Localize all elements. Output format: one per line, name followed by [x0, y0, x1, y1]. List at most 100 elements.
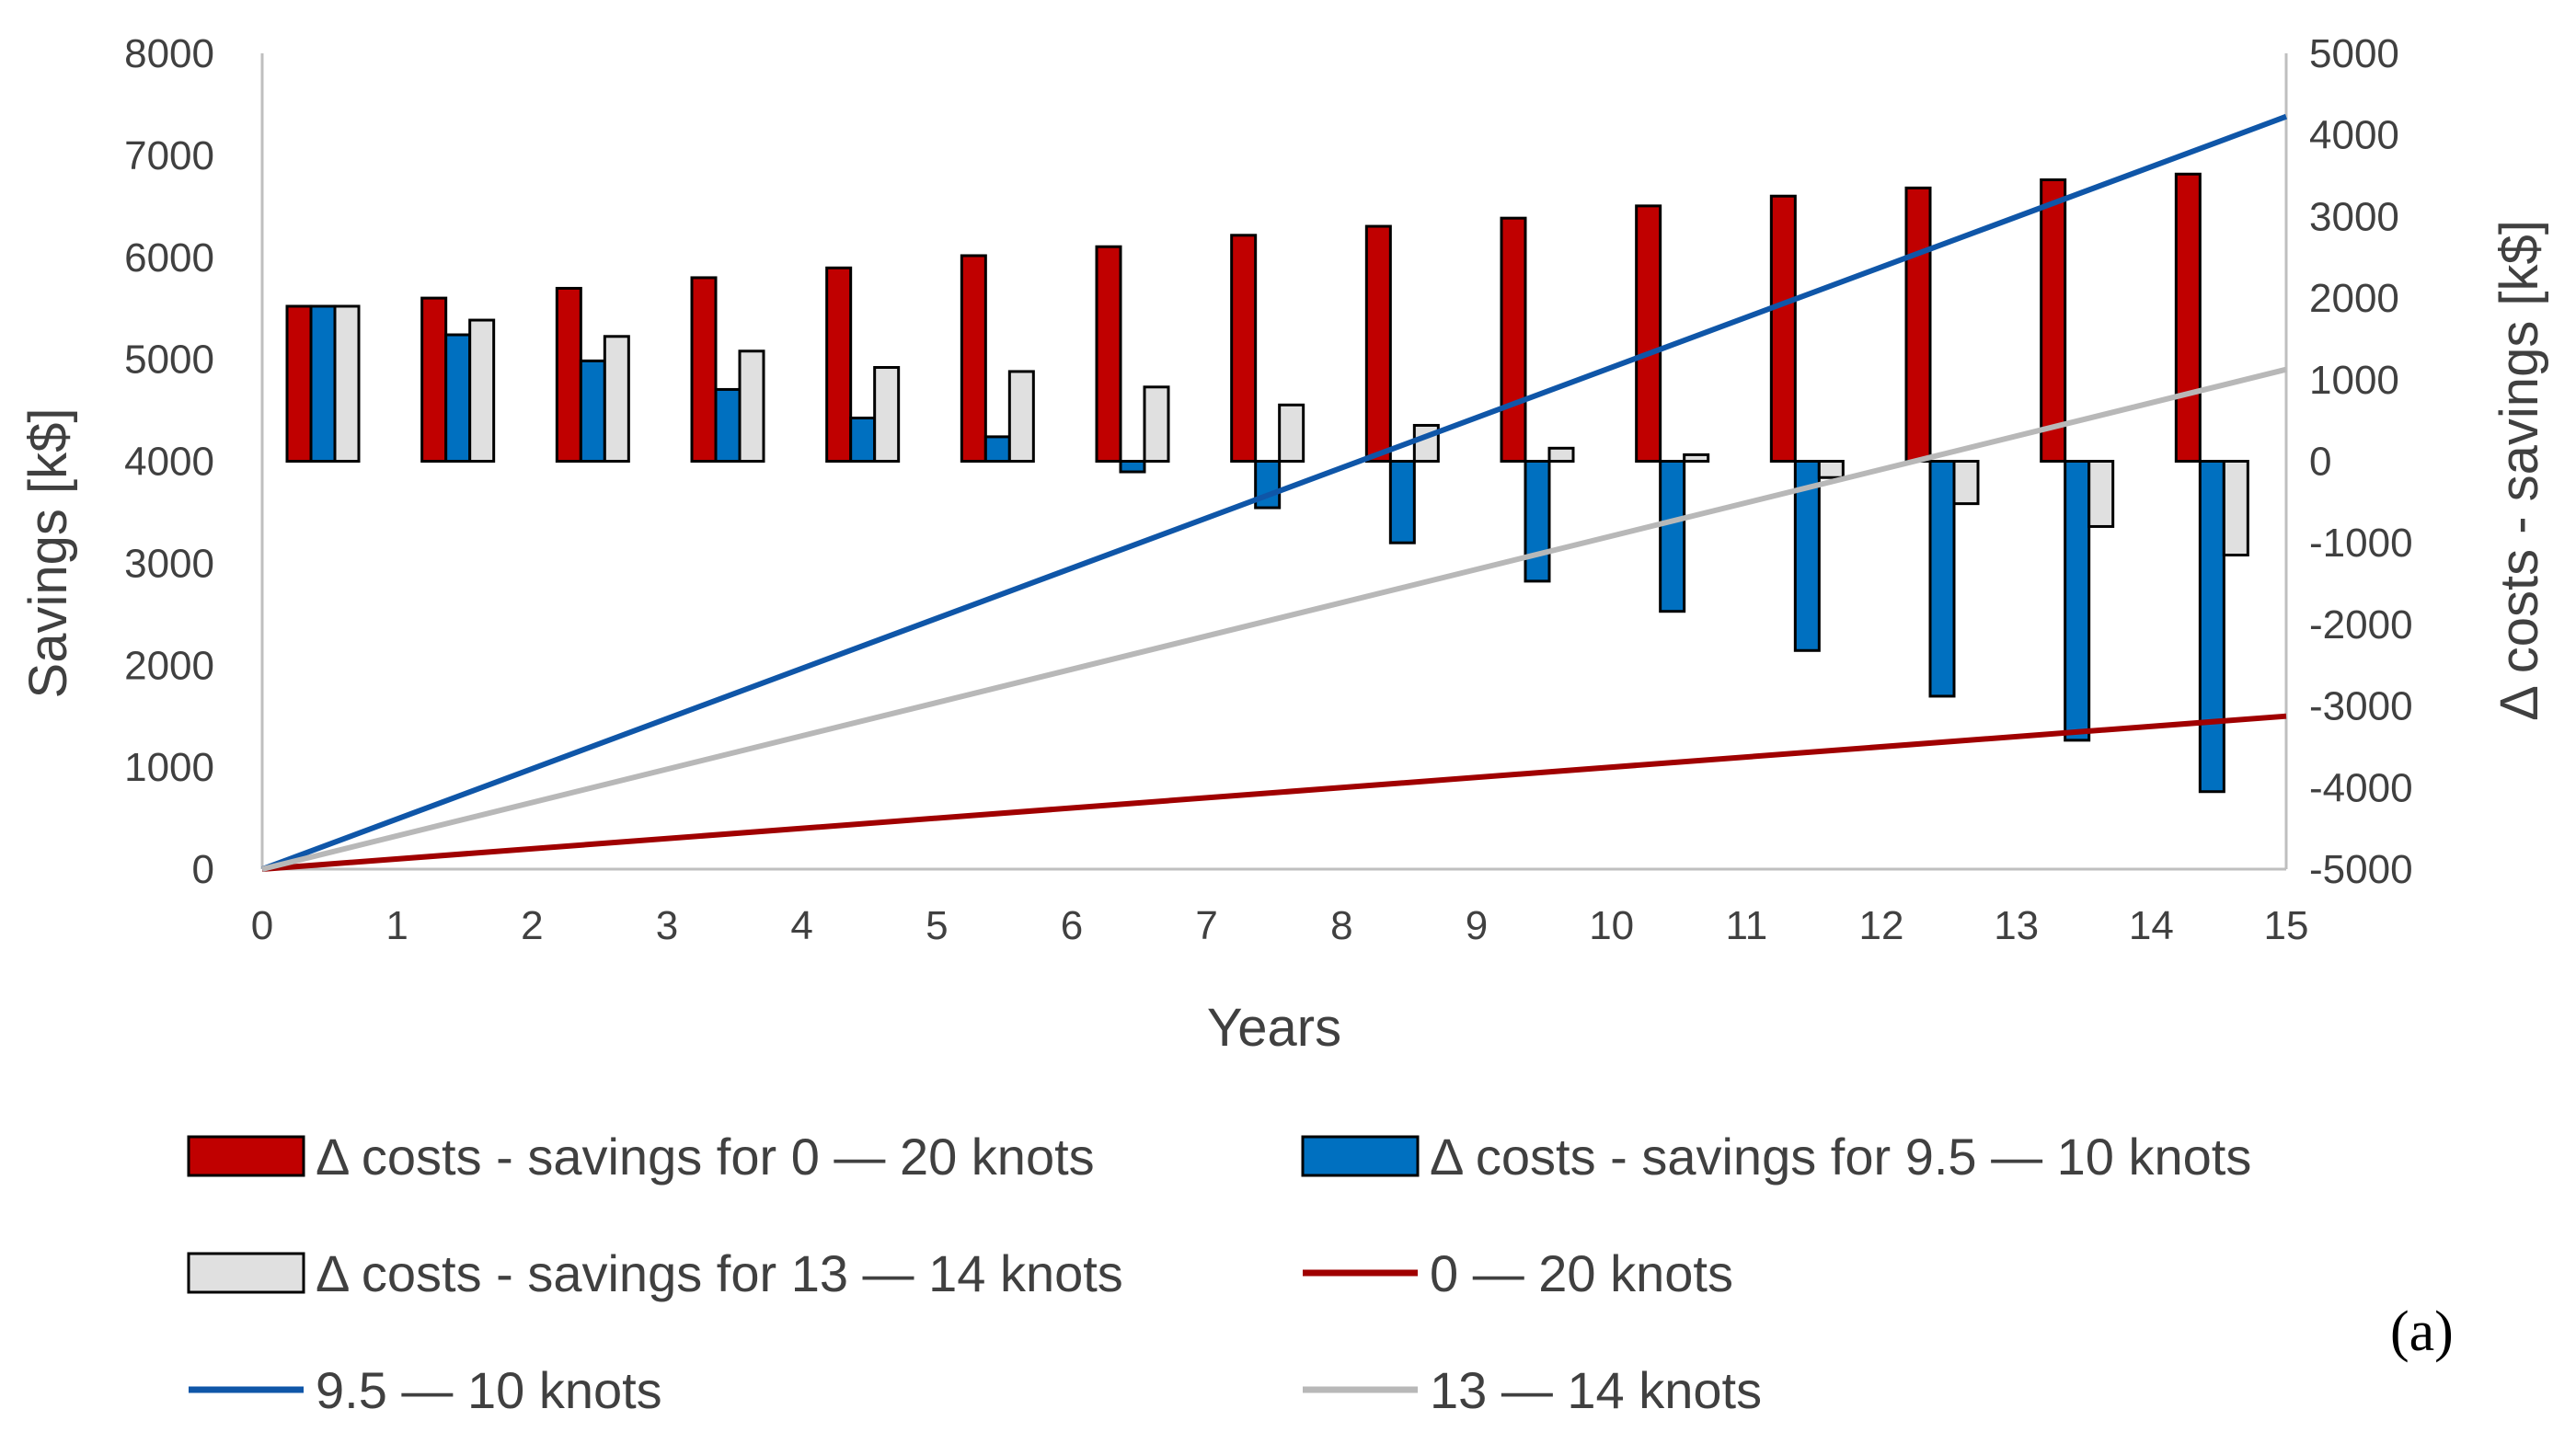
x-axis-title: Years: [1207, 998, 1341, 1058]
bar-blue: [1388, 460, 1416, 544]
legend-bar-swatch: [187, 1135, 305, 1177]
bar-blue: [849, 416, 877, 464]
bar-blue: [1524, 460, 1551, 583]
y-left-tick-label: 5000: [124, 338, 214, 383]
panel-label: (a): [2390, 1300, 2454, 1363]
y-left-tick-label: 3000: [124, 541, 214, 586]
labels-group: 010002000300040005000600070008000-5000-4…: [18, 31, 2549, 1058]
bar-blue: [444, 333, 472, 464]
bar-grey: [333, 304, 361, 463]
legend-label: Δ costs - savings for 0 — 20 knots: [316, 1128, 1095, 1186]
x-tick-label: 8: [1330, 903, 1352, 948]
x-tick-label: 1: [385, 903, 408, 948]
y-left-tick-label: 2000: [124, 643, 214, 688]
bar-blue: [579, 359, 606, 463]
y-right-tick-label: -1000: [2309, 521, 2413, 566]
bar-grey: [1952, 460, 1980, 506]
y-right-tick-label: -5000: [2309, 847, 2413, 892]
bar-red: [960, 254, 987, 464]
legend-label: 0 — 20 knots: [1430, 1244, 1733, 1302]
y-left-tick-label: 8000: [124, 31, 214, 76]
bar-grey: [1143, 385, 1170, 463]
y-right-tick-label: -3000: [2309, 684, 2413, 729]
x-tick-label: 10: [1589, 903, 1634, 948]
y-left-tick-label: 4000: [124, 440, 214, 485]
y-right-tick-label: -4000: [2309, 765, 2413, 810]
bar-red: [1230, 234, 1258, 463]
legend: Δ costs - savings for 0 — 20 knots Δ cost…: [187, 1128, 2251, 1419]
bar-blue: [1659, 460, 1686, 613]
bar-red: [690, 276, 718, 463]
y-right-tick-label: 2000: [2309, 276, 2399, 321]
axes-group: [260, 53, 2288, 871]
bar-red: [1095, 245, 1122, 463]
bar-red: [1904, 186, 1932, 463]
x-tick-label: 5: [926, 903, 948, 948]
bar-blue: [1119, 460, 1146, 474]
bar-red: [420, 296, 448, 463]
bar-grey: [468, 318, 496, 464]
bar-red: [285, 304, 313, 463]
bar-grey: [1817, 460, 1845, 479]
bar-red: [1364, 224, 1392, 463]
bar-grey: [873, 365, 901, 463]
x-tick-label: 12: [1859, 903, 1904, 948]
bar-blue: [2064, 460, 2091, 742]
y-right-tick-label: 4000: [2309, 113, 2399, 158]
bar-red: [2040, 178, 2067, 464]
legend-bar-swatch: [1301, 1135, 1420, 1177]
x-tick-label: 2: [521, 903, 543, 948]
bar-grey: [1278, 403, 1305, 463]
bar-red: [555, 286, 582, 463]
x-tick-label: 11: [1725, 903, 1767, 948]
bar-red: [1500, 216, 1527, 463]
y-right-tick-label: 5000: [2309, 31, 2399, 76]
x-tick-label: 6: [1061, 903, 1083, 948]
bar-grey: [1683, 453, 1710, 463]
x-tick-label: 3: [656, 903, 678, 948]
y-left-tick-label: 6000: [124, 235, 214, 281]
y-right-tick-label: 0: [2309, 440, 2331, 485]
x-tick-label: 14: [2129, 903, 2174, 948]
bars-group: [285, 172, 2249, 794]
bar-red: [1769, 194, 1797, 463]
line-series-0: [261, 713, 2287, 872]
x-tick-label: 9: [1466, 903, 1488, 948]
x-tick-label: 4: [790, 903, 812, 948]
bar-blue: [983, 435, 1011, 464]
bar-blue: [309, 304, 337, 463]
legend-label: 13 — 14 knots: [1430, 1361, 1762, 1419]
bar-grey: [2087, 460, 2115, 528]
y-left-tick-label: 0: [192, 847, 214, 892]
x-tick-label: 0: [251, 903, 273, 948]
lines-group: [260, 113, 2288, 872]
bar-blue: [714, 387, 742, 463]
y-left-axis-title: Savings [k$]: [18, 408, 78, 699]
line-series-2: [261, 366, 2287, 872]
bar-grey: [738, 349, 765, 464]
y-left-tick-label: 7000: [124, 133, 214, 178]
line-series-1: [260, 113, 2288, 872]
y-right-tick-label: 3000: [2309, 194, 2399, 239]
x-tick-label: 13: [1994, 903, 2039, 948]
y-right-tick-label: -2000: [2309, 602, 2413, 647]
y-right-axis-title: Δ costs - savings [k$]: [2490, 220, 2549, 721]
bar-red: [2174, 172, 2202, 463]
bar-grey: [2222, 460, 2249, 557]
bar-red: [825, 266, 853, 463]
x-tick-label: 7: [1195, 903, 1217, 948]
x-tick-label: 15: [2264, 903, 2309, 948]
bar-blue: [1928, 460, 1956, 698]
bar-red: [1635, 204, 1662, 464]
legend-label: Δ costs - savings for 13 — 14 knots: [316, 1244, 1123, 1302]
y-right-tick-label: 1000: [2309, 358, 2399, 403]
bar-grey: [1007, 370, 1035, 463]
bar-blue: [2198, 460, 2225, 794]
bar-blue: [1793, 460, 1821, 652]
legend-bar-swatch: [187, 1252, 305, 1294]
bar-grey: [1547, 446, 1575, 464]
y-left-tick-label: 1000: [124, 745, 214, 790]
legend-label: Δ costs - savings for 9.5 — 10 knots: [1430, 1128, 2251, 1186]
bar-grey: [603, 335, 630, 463]
